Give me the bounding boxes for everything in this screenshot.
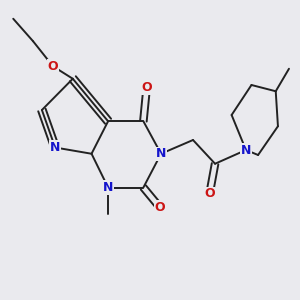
Text: N: N — [103, 181, 113, 194]
Text: N: N — [50, 141, 60, 154]
Text: N: N — [156, 147, 166, 160]
Text: O: O — [204, 187, 215, 200]
Text: O: O — [154, 201, 165, 214]
Text: O: O — [48, 60, 58, 73]
Text: N: N — [241, 143, 251, 157]
Text: O: O — [141, 81, 152, 94]
